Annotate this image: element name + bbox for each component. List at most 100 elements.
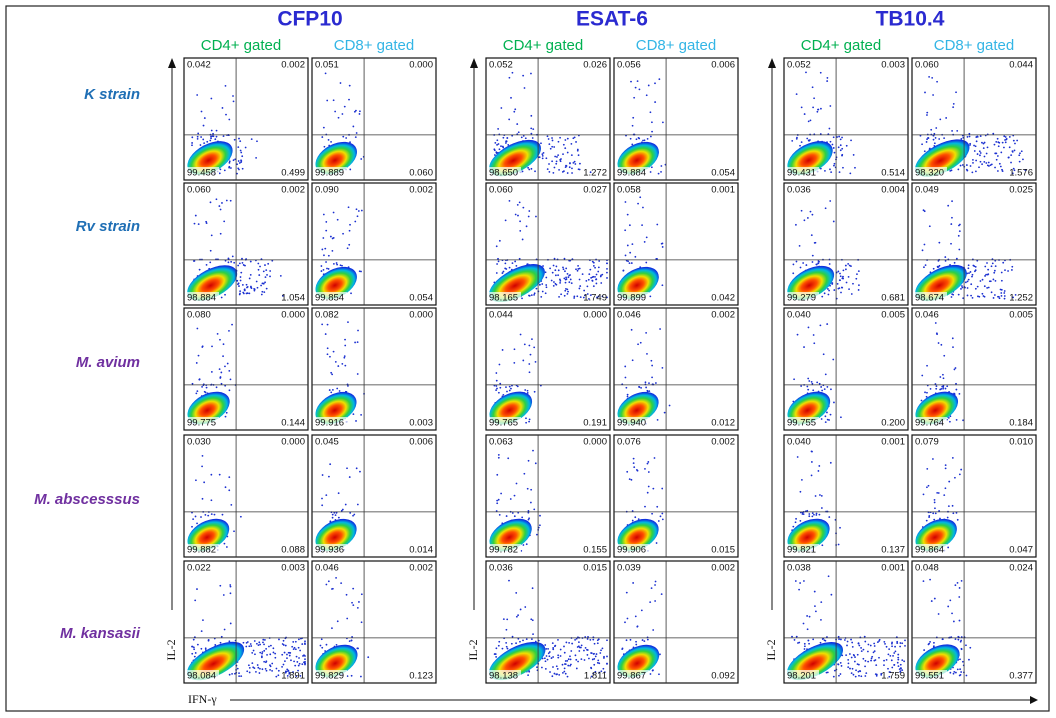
event-dot (554, 269, 556, 271)
event-dot (994, 294, 996, 296)
event-dot (558, 169, 560, 171)
event-dot (550, 148, 552, 150)
event-dot (952, 346, 954, 348)
event-dot (226, 546, 228, 548)
event-dot (202, 345, 204, 347)
event-dot (996, 159, 998, 161)
event-dot (333, 99, 335, 101)
event-dot (849, 172, 851, 174)
event-dot (249, 667, 251, 669)
event-dot (812, 389, 814, 391)
event-dot (221, 297, 223, 299)
event-dot (345, 504, 347, 506)
row-label: M. abscesssus (34, 491, 140, 508)
event-dot (554, 167, 556, 169)
event-dot (799, 145, 801, 147)
event-dot (953, 673, 955, 675)
event-dot (221, 202, 223, 204)
event-dot (837, 271, 839, 273)
quadrant-value: 99.458 (187, 168, 216, 179)
event-dot (536, 288, 538, 290)
event-dot (192, 646, 194, 648)
event-dot (928, 137, 930, 139)
event-dot (844, 639, 846, 641)
event-dot (661, 593, 663, 595)
event-dot (1002, 170, 1004, 172)
event-dot (1010, 162, 1012, 164)
event-dot (298, 647, 300, 649)
event-dot (999, 163, 1001, 165)
event-dot (892, 655, 894, 657)
event-dot (293, 660, 295, 662)
event-dot (267, 263, 269, 265)
event-dot (845, 265, 847, 267)
event-dot (960, 674, 962, 676)
event-dot (943, 137, 945, 139)
event-dot (897, 659, 899, 661)
event-dot (946, 385, 948, 387)
event-dot (1019, 152, 1021, 154)
event-dot (547, 135, 549, 137)
event-dot (354, 342, 356, 344)
event-dot (302, 655, 304, 657)
event-dot (357, 504, 359, 506)
event-dot (994, 167, 996, 169)
event-dot (864, 641, 866, 643)
event-dot (263, 661, 265, 663)
event-dot (954, 477, 956, 479)
event-dot (304, 661, 306, 663)
event-dot (562, 153, 564, 155)
event-dot (255, 671, 257, 673)
event-dot (335, 361, 337, 363)
event-dot (950, 243, 952, 245)
event-dot (651, 376, 653, 378)
event-dot (342, 233, 344, 235)
event-dot (813, 334, 815, 336)
quadrant-value: 1.576 (1009, 168, 1033, 179)
event-dot (234, 139, 236, 141)
event-dot (829, 128, 831, 130)
event-dot (864, 665, 866, 667)
event-dot (812, 255, 814, 257)
event-dot (624, 229, 626, 231)
event-dot (496, 388, 498, 390)
event-dot (558, 269, 560, 271)
event-dot (201, 111, 203, 113)
event-dot (799, 245, 801, 247)
event-dot (926, 396, 928, 398)
event-dot (327, 353, 329, 355)
event-dot (935, 388, 937, 390)
event-dot (332, 588, 334, 590)
event-dot (578, 641, 580, 643)
event-dot (324, 146, 326, 148)
event-dot (669, 405, 671, 407)
event-dot (262, 651, 264, 653)
event-dot (635, 644, 637, 646)
event-dot (852, 668, 854, 670)
event-dot (951, 612, 953, 614)
event-dot (238, 675, 240, 677)
event-dot (577, 268, 579, 270)
y-arrowhead (470, 58, 478, 68)
quadrant-value: 1.272 (583, 168, 607, 179)
event-dot (968, 272, 970, 274)
event-dot (812, 512, 814, 514)
event-dot (225, 486, 227, 488)
flow-panel: 0.0600.00298.8841.054 (182, 183, 308, 308)
event-dot (512, 512, 514, 514)
event-dot (858, 671, 860, 673)
event-dot (560, 160, 562, 162)
event-dot (551, 280, 553, 282)
event-dot (532, 633, 534, 635)
event-dot (846, 282, 848, 284)
event-dot (521, 516, 523, 518)
event-dot (904, 639, 906, 641)
event-dot (495, 385, 497, 387)
event-dot (273, 652, 275, 654)
event-dot (821, 495, 823, 497)
gate-label: CD4+ gated (503, 37, 583, 54)
quadrant-value: 0.137 (881, 545, 905, 556)
quadrant-value: 0.010 (1009, 437, 1033, 448)
event-dot (328, 476, 330, 478)
event-dot (225, 416, 227, 418)
